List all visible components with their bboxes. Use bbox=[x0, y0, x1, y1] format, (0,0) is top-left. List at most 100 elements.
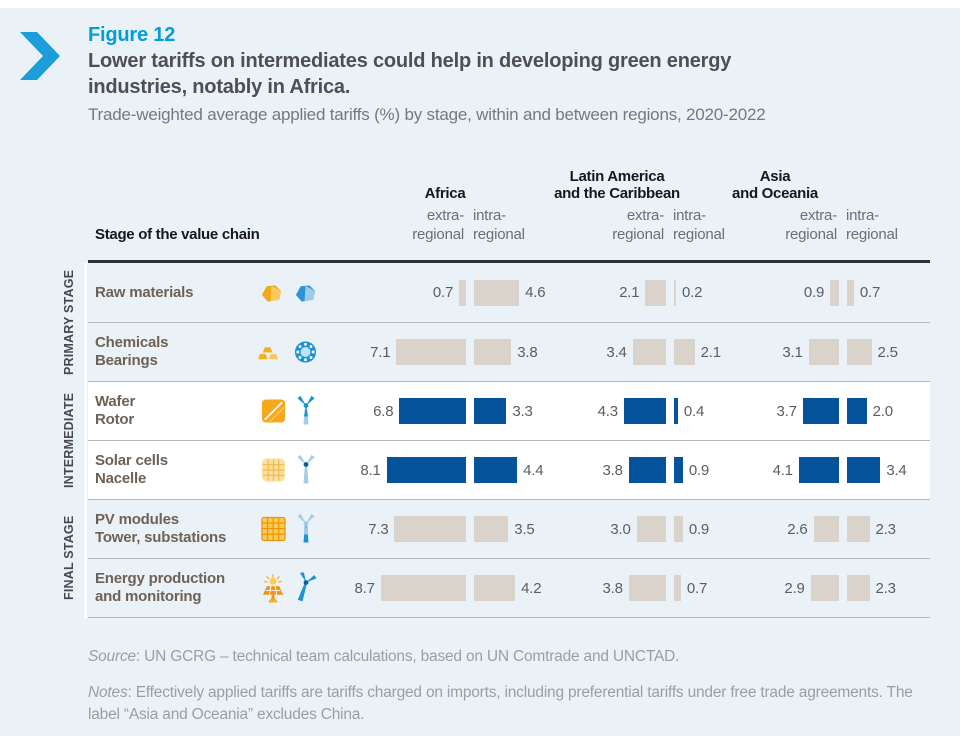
bar-group-africa-extra: 6.8 bbox=[373, 398, 466, 424]
bar-lac-intra bbox=[674, 398, 678, 424]
solar-cell-icon bbox=[261, 458, 286, 483]
value-label: 3.4 bbox=[606, 343, 627, 361]
bar-asia-intra bbox=[847, 457, 881, 483]
value-label: 2.6 bbox=[787, 520, 808, 538]
value-label: 8.7 bbox=[354, 579, 375, 597]
bar-asia-intra bbox=[847, 398, 867, 424]
row-icons bbox=[236, 340, 318, 365]
bar-lac-extra bbox=[628, 575, 666, 601]
stage-label-intermediate: INTERMEDIATE bbox=[62, 392, 76, 488]
value-label: 3.1 bbox=[782, 343, 803, 361]
bearing-icon bbox=[293, 340, 318, 365]
bar-africa-intra bbox=[474, 398, 507, 424]
bar-asia-extra bbox=[802, 398, 839, 424]
bar-lac-intra bbox=[674, 339, 695, 365]
figure-number: Figure 12 bbox=[88, 24, 176, 46]
bar-group-africa-extra: 7.3 bbox=[368, 516, 466, 542]
region-header-africa: Africa bbox=[424, 185, 466, 202]
mineral-nugget-blue-icon bbox=[293, 281, 318, 304]
bar-group-africa-intra: 4.4 bbox=[474, 457, 544, 483]
value-label: 4.1 bbox=[772, 461, 793, 479]
value-label: 0.7 bbox=[859, 284, 881, 301]
table-row: Energy production and monitoring 8.7 4.2 3.… bbox=[88, 558, 930, 617]
bar-asia-intra bbox=[847, 279, 854, 306]
mineral-nugget-yellow-icon bbox=[259, 281, 284, 304]
row-label: Wafer Rotor bbox=[95, 393, 136, 428]
bar-asia-extra bbox=[810, 575, 839, 601]
bar-group-asia-extra: 4.1 bbox=[773, 457, 839, 483]
row-label: PV modules Tower, substations bbox=[95, 511, 227, 546]
bar-group-lac-extra: 3.4 bbox=[606, 339, 666, 365]
bar-lac-extra bbox=[632, 339, 666, 365]
bar-group-africa-extra: 7.1 bbox=[370, 339, 466, 365]
bar-africa-intra bbox=[474, 457, 518, 483]
value-label: 2.0 bbox=[872, 402, 893, 420]
chevron-right-icon bbox=[20, 32, 60, 85]
bar-lac-extra bbox=[623, 398, 666, 424]
bar-group-lac-intra: 0.9 bbox=[674, 516, 709, 542]
value-label: 4.6 bbox=[525, 284, 546, 301]
value-label: 3.5 bbox=[514, 520, 535, 538]
gold-bars-icon bbox=[257, 341, 284, 363]
bar-group-asia-extra: 0.9 bbox=[804, 279, 839, 306]
top-strip bbox=[0, 0, 960, 8]
bar-group-asia-extra: 2.6 bbox=[787, 516, 839, 542]
bar-group-africa-intra: 3.5 bbox=[474, 516, 535, 542]
value-label: 4.4 bbox=[523, 461, 544, 479]
wafer-icon bbox=[261, 399, 286, 424]
value-label: 2.3 bbox=[875, 579, 896, 597]
bar-africa-intra bbox=[474, 575, 516, 601]
bar-group-lac-extra: 3.0 bbox=[610, 516, 666, 542]
bar-group-lac-intra: 0.7 bbox=[674, 575, 707, 601]
row-label: Raw materials bbox=[95, 283, 194, 301]
notes-note: Notes: Effectively applied tariffs are t… bbox=[88, 682, 946, 726]
turbine-tower-icon bbox=[295, 513, 318, 545]
row-label: Chemicals Bearings bbox=[95, 334, 169, 369]
bar-group-africa-intra: 4.2 bbox=[474, 575, 542, 601]
subheader-lac-extra: extra- regional bbox=[612, 207, 664, 243]
bar-asia-extra bbox=[830, 279, 839, 306]
value-label: 3.8 bbox=[602, 579, 623, 597]
value-label: 2.3 bbox=[875, 520, 896, 538]
bar-lac-extra bbox=[645, 279, 666, 306]
bar-lac-extra bbox=[628, 457, 666, 483]
subheader-africa-extra: extra- regional bbox=[412, 207, 464, 243]
value-label: 4.3 bbox=[597, 402, 618, 420]
bar-group-asia-extra: 3.7 bbox=[776, 398, 839, 424]
stage-column-header: Stage of the value chain bbox=[95, 226, 260, 243]
subheader-asia-extra: extra- regional bbox=[785, 207, 837, 243]
bar-asia-extra bbox=[798, 457, 839, 483]
bar-africa-extra bbox=[394, 516, 466, 542]
bar-group-lac-intra: 0.9 bbox=[674, 457, 709, 483]
figure-title: Lower tariffs on intermediates could hel… bbox=[88, 50, 732, 98]
region-header-latin-america: Latin America and the Caribbean bbox=[554, 168, 680, 202]
value-label: 7.1 bbox=[370, 343, 391, 361]
value-label: 3.7 bbox=[776, 402, 797, 420]
notes-label: Notes bbox=[88, 684, 128, 701]
bar-group-africa-extra: 8.7 bbox=[354, 575, 466, 601]
bar-asia-extra bbox=[808, 339, 839, 365]
row-icons bbox=[236, 513, 318, 545]
notes-text: : Effectively applied tariffs are tariff… bbox=[88, 684, 913, 723]
subheader-lac-intra: intra- regional bbox=[673, 207, 725, 243]
bar-group-asia-intra: 2.5 bbox=[847, 339, 898, 365]
bar-group-lac-extra: 3.8 bbox=[602, 457, 666, 483]
value-label: 0.9 bbox=[688, 461, 710, 479]
source-label: Source bbox=[88, 648, 136, 665]
row-label: Solar cells Nacelle bbox=[95, 452, 168, 487]
bar-lac-intra bbox=[674, 279, 676, 306]
bar-africa-extra bbox=[396, 339, 466, 365]
value-label: 6.8 bbox=[373, 402, 394, 420]
bar-africa-extra bbox=[399, 398, 466, 424]
value-label: 3.8 bbox=[602, 461, 623, 479]
bar-asia-intra bbox=[847, 575, 870, 601]
table-row: Wafer Rotor 6.8 3.3 4.3 0.4 3.7 2.0 bbox=[88, 381, 930, 440]
solar-panel-sun-icon bbox=[260, 573, 286, 603]
value-label: 2.5 bbox=[877, 343, 898, 361]
bar-group-africa-extra: 0.7 bbox=[433, 279, 466, 306]
bar-lac-intra bbox=[674, 575, 681, 601]
bar-group-africa-intra: 4.6 bbox=[474, 279, 546, 306]
bar-group-lac-intra: 2.1 bbox=[674, 339, 721, 365]
region-header-asia-oceania: Asia and Oceania bbox=[732, 168, 818, 202]
bar-group-lac-extra: 3.8 bbox=[602, 575, 666, 601]
